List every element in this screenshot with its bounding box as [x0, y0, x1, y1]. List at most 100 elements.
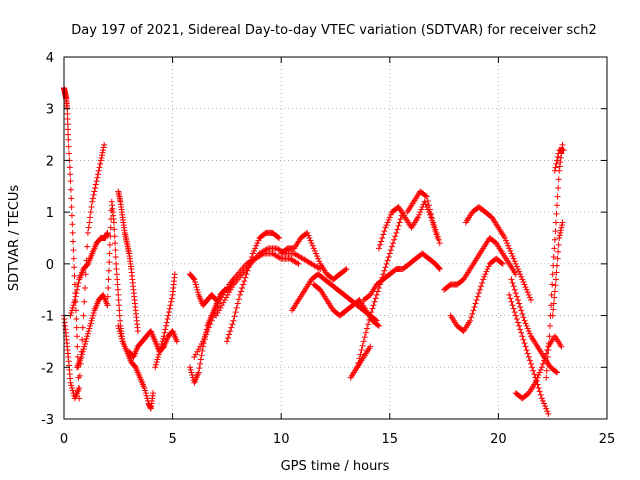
data-point — [191, 276, 198, 283]
data-point — [157, 346, 164, 353]
data-point — [192, 278, 199, 285]
data-point — [95, 167, 102, 174]
data-point — [246, 260, 253, 267]
data-point — [160, 333, 167, 340]
data-point — [192, 351, 199, 358]
data-point — [116, 307, 123, 314]
data-point — [190, 275, 197, 282]
data-point — [74, 343, 81, 350]
data-point — [251, 247, 258, 254]
x-tick-label: 20 — [490, 432, 507, 447]
data-point — [529, 364, 536, 371]
data-point — [70, 247, 77, 254]
data-point — [71, 272, 78, 279]
data-point — [507, 295, 514, 302]
data-point — [481, 273, 488, 280]
data-point — [560, 147, 567, 154]
data-point — [194, 289, 201, 296]
data-point — [115, 297, 122, 304]
data-point — [425, 202, 432, 209]
data-point — [484, 266, 491, 273]
data-point — [544, 408, 551, 415]
series-trace-14 — [223, 229, 283, 345]
data-point — [519, 310, 526, 317]
data-point — [276, 254, 283, 261]
data-point — [227, 286, 234, 293]
data-point — [368, 309, 375, 316]
data-point — [373, 291, 380, 298]
data-point — [193, 284, 200, 291]
data-point — [73, 290, 80, 297]
data-point — [375, 245, 382, 252]
data-point — [511, 286, 518, 293]
data-point — [65, 143, 72, 150]
data-point — [544, 360, 551, 367]
data-point — [396, 219, 403, 226]
data-point — [213, 312, 220, 319]
data-point — [501, 235, 508, 241]
data-point — [229, 321, 236, 328]
data-point — [513, 293, 520, 300]
data-point — [79, 348, 86, 355]
data-point — [105, 276, 112, 283]
data-point — [549, 271, 556, 278]
data-point — [84, 333, 91, 340]
data-point — [498, 259, 505, 266]
data-point — [166, 305, 173, 312]
data-point — [159, 338, 166, 345]
x-axis-label: GPS time / hours — [281, 459, 390, 474]
series-trace-7 — [115, 322, 157, 412]
data-point — [69, 387, 76, 394]
data-point — [162, 326, 169, 333]
data-point — [544, 353, 551, 360]
data-point — [107, 224, 114, 231]
data-point — [243, 271, 250, 278]
data-point — [98, 154, 105, 161]
data-point — [242, 274, 249, 281]
data-point — [201, 334, 208, 341]
series-trace-25 — [462, 203, 534, 304]
data-point — [551, 236, 558, 243]
x-tick-label: 25 — [599, 432, 616, 447]
data-point — [204, 328, 211, 335]
data-point — [367, 312, 374, 319]
chart-title: Day 197 of 2021, Sidereal Day-to-day VTE… — [71, 23, 597, 38]
data-point — [106, 241, 113, 248]
data-point — [397, 216, 404, 223]
data-point — [429, 215, 436, 222]
data-point — [436, 240, 443, 247]
data-point — [306, 235, 313, 241]
series-trace-31 — [551, 147, 567, 174]
data-point — [362, 329, 369, 336]
data-point — [555, 176, 562, 183]
data-point — [87, 214, 94, 221]
data-point — [89, 315, 96, 322]
data-point — [310, 245, 317, 252]
data-point — [525, 353, 532, 360]
data-point — [116, 328, 123, 335]
data-point — [545, 347, 552, 354]
data-point — [552, 164, 559, 171]
data-point — [195, 346, 202, 353]
data-point — [158, 341, 165, 348]
data-point — [521, 317, 528, 324]
data-point — [144, 395, 151, 402]
data-point — [105, 267, 112, 274]
data-point — [65, 136, 72, 143]
data-point — [551, 294, 558, 301]
data-point — [415, 214, 422, 221]
data-point — [558, 224, 565, 231]
data-point — [87, 322, 94, 329]
data-point — [537, 366, 544, 373]
data-point — [194, 286, 201, 293]
data-point — [370, 302, 377, 309]
data-point — [74, 286, 81, 293]
data-point — [525, 328, 532, 335]
data-point — [524, 350, 531, 357]
data-point — [74, 333, 81, 340]
data-point — [505, 242, 512, 249]
data-point — [382, 264, 389, 271]
data-point — [92, 181, 99, 188]
series-trace-30 — [549, 219, 566, 319]
data-point — [196, 365, 203, 372]
